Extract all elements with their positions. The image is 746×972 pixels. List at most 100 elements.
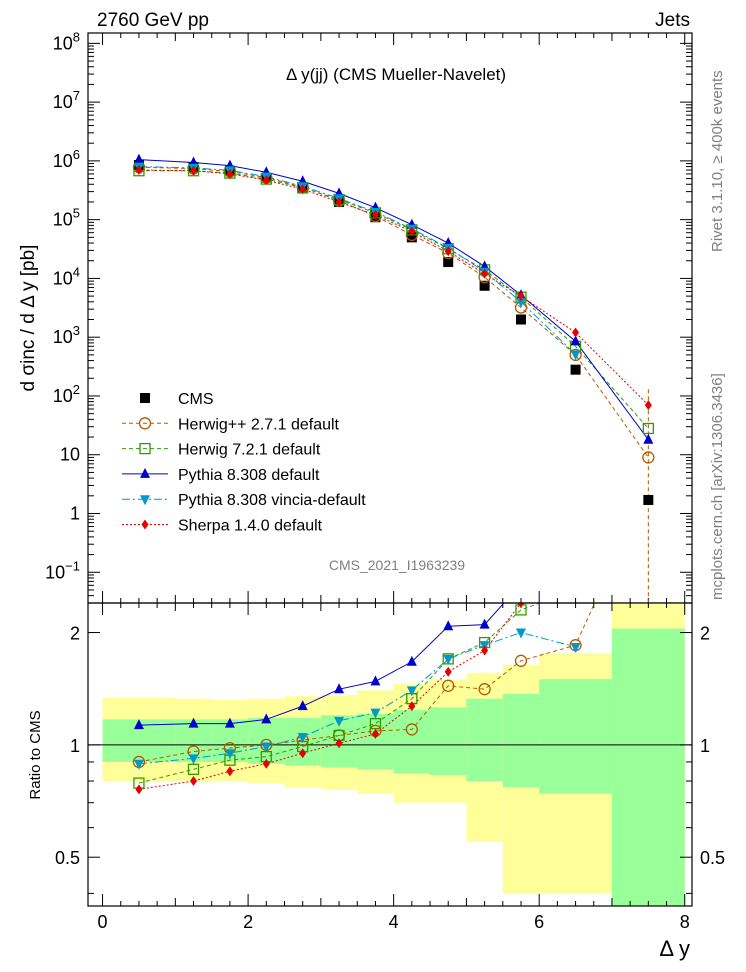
main-axes: 10−1 1 10 102 103 104 105 106 107 108 [45, 29, 692, 604]
main-data-point [299, 184, 307, 195]
stat-uncertainty-band [466, 698, 503, 782]
legend-label: Pythia 8.308 default [178, 467, 320, 484]
source-label: mcplots.cern.ch [arXiv:1306.3436] [709, 373, 726, 600]
ratio-data-point [443, 620, 454, 631]
main-data-point [135, 164, 143, 175]
ratio-axes: 0.5 0.5 1 1 2 2 0 2 4 6 8 [55, 603, 725, 932]
ratio-data-point [297, 700, 308, 711]
ratio-data-point [224, 717, 235, 728]
ratio-data-point [226, 766, 234, 777]
main-y-axis-label: d σinc / d Δ y [pb] [18, 245, 39, 392]
main-data-point [642, 422, 654, 435]
main-y-tick-label: 10−1 [45, 558, 80, 582]
x-tick-label: 8 [680, 912, 690, 932]
ratio-data-point [334, 716, 345, 727]
main-data-point [335, 196, 343, 207]
ratio-data-series [132, 561, 596, 795]
main-data-point [226, 168, 234, 179]
chart-title: Δ y(jj) (CMS Mueller-Navelet) [286, 65, 506, 84]
main-data-point [371, 210, 379, 221]
main-y-tick-label: 103 [53, 323, 80, 347]
x-tick-label: 4 [389, 912, 399, 932]
x-tick-label: 0 [98, 912, 108, 932]
main-y-tick-label: 105 [53, 206, 80, 230]
stat-uncertainty-band [393, 710, 431, 774]
category-label: Jets [655, 10, 690, 31]
ratio-data-point [334, 683, 345, 694]
main-data-point [190, 165, 198, 176]
ratio-series-line [138, 632, 576, 765]
ratio-data-point [572, 562, 579, 572]
ratio-data-point [405, 723, 418, 736]
stat-uncertainty-band [502, 693, 540, 788]
ratio-data-point [297, 732, 308, 743]
ratio-frame [87, 602, 693, 907]
ratio-data-point [571, 585, 581, 595]
stat-uncertainty-band [430, 707, 467, 776]
legend-marker [138, 417, 152, 430]
ratio-data-point [261, 742, 272, 753]
main-data-point [643, 494, 654, 505]
ratio-uncertainty-bands [102, 603, 685, 906]
ratio-y-tick-label-right: 2 [700, 624, 710, 644]
ratio-data-point [370, 708, 381, 719]
x-tick-label: 2 [243, 912, 253, 932]
watermark: CMS_2021_I1963239 [329, 557, 465, 573]
ratio-y-tick-label-right: 1 [700, 736, 710, 756]
main-data-point [570, 350, 581, 361]
main-data-point [443, 257, 454, 268]
ratio-data-point [261, 713, 272, 724]
ratio-data-point [442, 679, 455, 692]
main-data-point [570, 364, 581, 375]
main-data-point [479, 280, 490, 291]
ratio-data-point [406, 655, 417, 666]
legend-label: Herwig 7.2.1 default [178, 442, 321, 459]
ratio-data-point [516, 578, 526, 588]
main-y-tick-label: 10 [60, 445, 80, 465]
x-axis-label: Δ y [659, 936, 690, 961]
ratio-data-point [570, 642, 581, 653]
ratio-y-axis-label: Ratio to CMS [27, 710, 44, 799]
stat-uncertainty-band [357, 713, 394, 770]
ratio-data-point [514, 654, 528, 667]
main-data-point [408, 226, 416, 237]
legend-marker [141, 519, 149, 530]
ratio-data-point [571, 561, 581, 571]
stat-uncertainty-band [539, 679, 612, 794]
ratio-data-point [515, 628, 526, 639]
main-data-point [644, 400, 652, 411]
ratio-data-point [224, 749, 235, 760]
main-series-line [138, 159, 649, 441]
legend-label: Pythia 8.308 vincia-default [178, 492, 366, 509]
main-series-line [138, 166, 576, 355]
ratio-data-point [135, 784, 143, 795]
ratio-data-point [188, 717, 199, 728]
ratio-y-tick-label: 0.5 [55, 848, 80, 868]
legend: CMS Herwig++ 2.7.1 default Herwig 7.2.1 de… [122, 391, 366, 535]
ratio-data-point [408, 701, 416, 712]
main-y-tick-label: 107 [53, 88, 80, 112]
legend-marker [140, 495, 150, 506]
main-y-tick-label: 1 [70, 504, 80, 524]
ratio-data-point [406, 686, 417, 697]
ratio-data-point [371, 728, 379, 739]
stat-uncertainty-band [248, 718, 285, 764]
ratio-y-tick-label: 2 [70, 624, 80, 644]
main-data-point [517, 291, 525, 302]
main-data-point [406, 232, 417, 243]
ratio-data-point [299, 748, 307, 759]
ratio-data-point [188, 754, 199, 765]
legend-label: Herwig++ 2.7.1 default [178, 416, 340, 433]
main-y-tick-label: 108 [53, 29, 80, 53]
main-data-point [262, 175, 270, 186]
legend-label: Sherpa 1.4.0 default [178, 518, 323, 535]
main-series-line [138, 170, 649, 429]
main-data-point [570, 335, 581, 346]
ratio-data-point [370, 675, 381, 686]
ratio-data-point [335, 738, 343, 749]
legend-marker [139, 442, 151, 455]
legend-marker [140, 467, 150, 478]
ratio-data-point [517, 603, 525, 608]
ratio-data-point [478, 683, 491, 696]
ratio-data-point [190, 776, 198, 787]
